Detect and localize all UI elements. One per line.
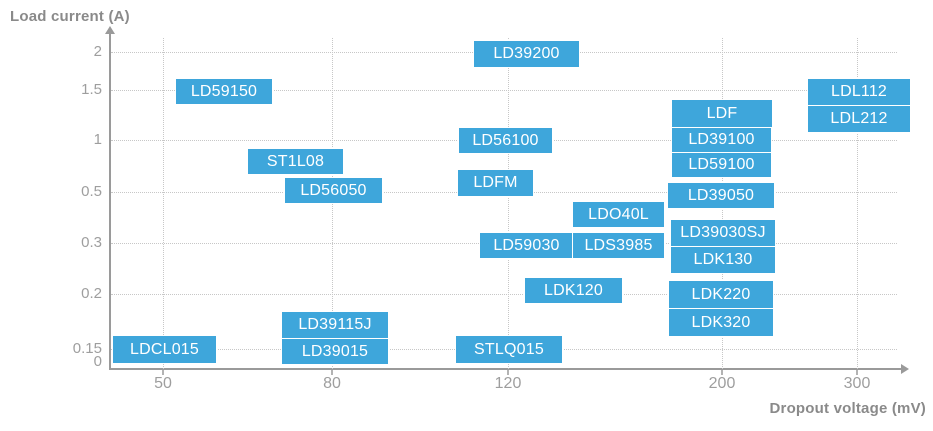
product-box: LDCL015 bbox=[112, 335, 217, 364]
product-box: LDK120 bbox=[524, 277, 623, 304]
y-gridline bbox=[111, 294, 897, 295]
product-box: LDK130 bbox=[670, 246, 776, 274]
x-tick-mark bbox=[507, 370, 509, 375]
y-tick-label: 0 bbox=[93, 353, 102, 370]
y-tick-label: 0.2 bbox=[81, 285, 102, 302]
product-box: LD39050 bbox=[667, 182, 775, 209]
product-box: LD39200 bbox=[473, 40, 580, 68]
product-box: LDS3985 bbox=[572, 232, 665, 259]
product-box: LDF bbox=[671, 99, 773, 128]
x-gridline bbox=[857, 38, 858, 369]
x-tick-label: 50 bbox=[154, 375, 172, 392]
x-gridline bbox=[163, 38, 164, 369]
product-box: LD39015 bbox=[281, 338, 389, 365]
product-box: LDK320 bbox=[668, 308, 774, 337]
y-tick-label: 0.3 bbox=[81, 234, 102, 251]
product-box: LD56100 bbox=[458, 127, 553, 154]
y-axis-arrow-icon bbox=[105, 26, 115, 34]
y-gridline bbox=[111, 90, 897, 91]
product-box: LD39100 bbox=[671, 127, 772, 153]
x-axis-title: Dropout voltage (mV) bbox=[769, 400, 926, 417]
product-box: LD59100 bbox=[671, 152, 772, 178]
product-box: LD39115J bbox=[281, 311, 389, 339]
y-tick-label: 0.5 bbox=[81, 183, 102, 200]
y-tick-label: 0.15 bbox=[72, 340, 102, 357]
product-box: STLQ015 bbox=[455, 335, 563, 364]
x-tick-mark bbox=[162, 370, 164, 375]
product-box: LD59030 bbox=[479, 232, 574, 259]
product-box: LD59150 bbox=[175, 78, 273, 105]
product-box: LDO40L bbox=[572, 201, 665, 228]
x-axis-line bbox=[109, 368, 903, 370]
product-box: LDK220 bbox=[668, 280, 774, 309]
x-gridline bbox=[508, 38, 509, 369]
x-axis-arrow-icon bbox=[901, 364, 909, 374]
product-box: LDL212 bbox=[807, 105, 911, 133]
y-tick-label: 1 bbox=[93, 131, 102, 148]
x-tick-mark bbox=[856, 370, 858, 375]
product-box: ST1L08 bbox=[247, 148, 344, 175]
y-tick-label: 1.5 bbox=[81, 81, 102, 98]
product-box: LDFM bbox=[457, 169, 534, 197]
product-box: LD39030SJ bbox=[670, 219, 776, 247]
product-box: LD56050 bbox=[284, 177, 383, 204]
x-tick-label: 80 bbox=[323, 375, 341, 392]
x-tick-mark bbox=[331, 370, 333, 375]
x-tick-label: 300 bbox=[843, 375, 871, 392]
product-box: LDL112 bbox=[807, 78, 911, 106]
y-axis-title: Load current (A) bbox=[10, 8, 130, 25]
x-tick-label: 200 bbox=[708, 375, 736, 392]
y-axis-line bbox=[109, 33, 111, 370]
x-tick-label: 120 bbox=[494, 375, 522, 392]
y-tick-label: 2 bbox=[93, 43, 102, 60]
x-tick-mark bbox=[721, 370, 723, 375]
